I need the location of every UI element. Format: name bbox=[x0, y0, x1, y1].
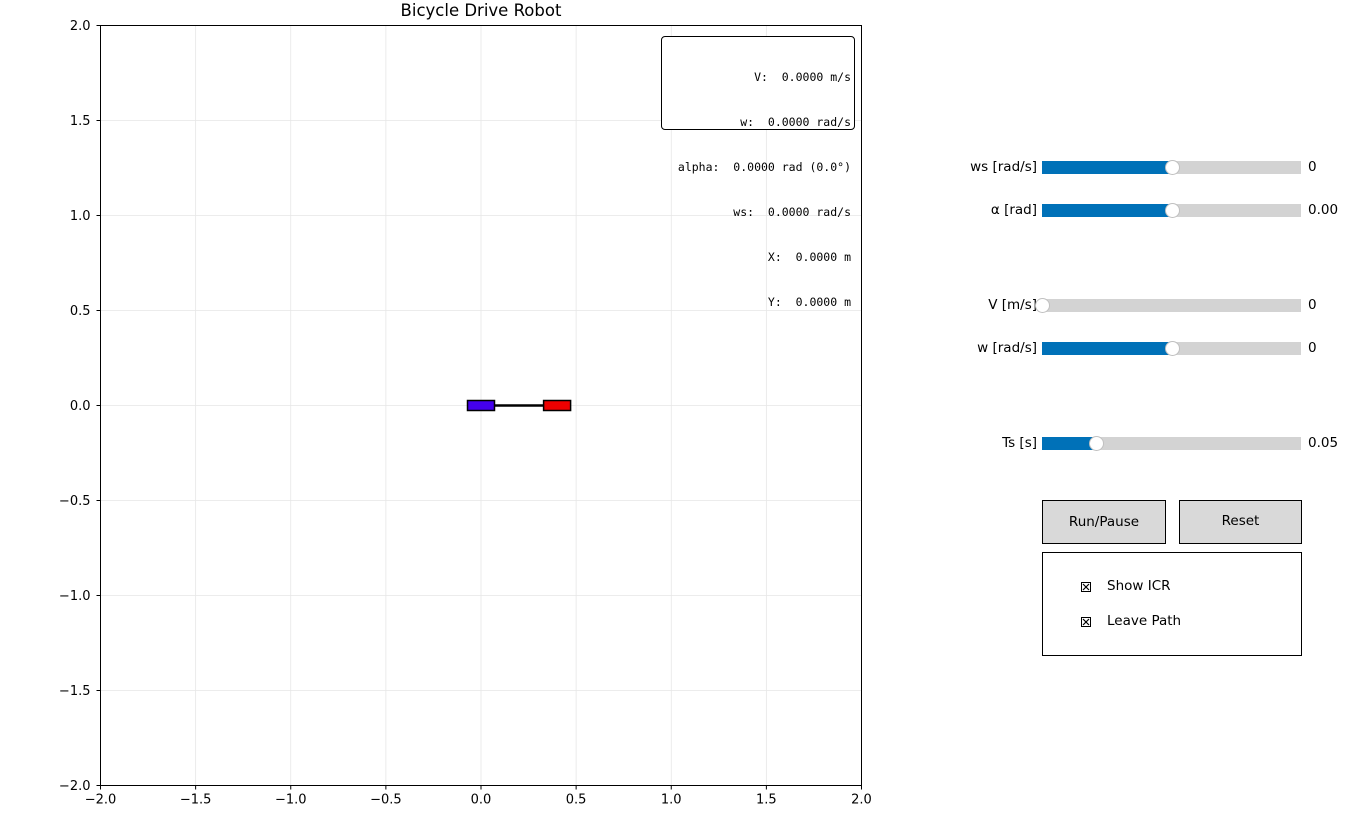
slider-v-label: V [m/s] bbox=[988, 297, 1037, 313]
slider-ws-knob[interactable] bbox=[1164, 160, 1180, 175]
info-alpha: alpha: 0.0000 rad (0.0°) bbox=[677, 160, 851, 174]
slider-ts-track[interactable] bbox=[1042, 436, 1301, 451]
slider-v[interactable]: V [m/s] 0 bbox=[900, 295, 1351, 315]
slider-ws[interactable]: ws [rad/s] 0 bbox=[900, 157, 1351, 177]
slider-ws-fill bbox=[1042, 161, 1172, 174]
info-velocity: V: 0.0000 m/s bbox=[754, 70, 851, 84]
slider-v-value: 0 bbox=[1308, 297, 1317, 313]
slider-ws-value: 0 bbox=[1308, 159, 1317, 175]
slider-w-fill bbox=[1042, 342, 1172, 355]
reset-button[interactable]: Reset bbox=[1179, 500, 1302, 544]
x-tick-label: 0.5 bbox=[566, 793, 587, 808]
slider-v-knob[interactable] bbox=[1035, 298, 1050, 313]
slider-w-value: 0 bbox=[1308, 340, 1317, 356]
run-pause-button[interactable]: Run/Pause bbox=[1042, 500, 1166, 544]
slider-alpha-label: α [rad] bbox=[990, 202, 1037, 218]
y-tick-label: −0.5 bbox=[59, 494, 91, 509]
x-tick-label: 2.0 bbox=[851, 793, 872, 808]
y-axis: 2.0 1.5 1.0 0.5 0.0 −0.5 −1.0 −1.5 −2.0 bbox=[59, 19, 101, 794]
slider-w[interactable]: w [rad/s] 0 bbox=[900, 338, 1351, 358]
robot bbox=[466, 399, 572, 412]
slider-ts-knob[interactable] bbox=[1089, 436, 1105, 451]
x-tick-label: 1.0 bbox=[661, 793, 682, 808]
slider-ts[interactable]: Ts [s] 0.05 bbox=[900, 433, 1351, 453]
slider-alpha[interactable]: α [rad] 0.00 bbox=[900, 200, 1351, 220]
y-tick-label: 2.0 bbox=[70, 19, 91, 34]
checkbox-checked-icon[interactable] bbox=[1081, 617, 1091, 627]
x-axis: −2.0 −1.5 −1.0 −0.5 0.0 0.5 1.0 1.5 2.0 bbox=[85, 785, 872, 808]
show-icr-label: Show ICR bbox=[1107, 578, 1171, 594]
y-tick-label: 0.5 bbox=[70, 304, 91, 319]
slider-alpha-knob[interactable] bbox=[1164, 203, 1180, 218]
slider-w-label: w [rad/s] bbox=[977, 340, 1037, 356]
x-tick-label: −2.0 bbox=[85, 793, 117, 808]
x-tick-label: 0.0 bbox=[471, 793, 492, 808]
y-tick-label: 0.0 bbox=[70, 399, 91, 414]
checkbox-checked-icon[interactable] bbox=[1081, 582, 1091, 592]
slider-alpha-value: 0.00 bbox=[1308, 202, 1339, 218]
front-wheel bbox=[542, 399, 572, 412]
rear-wheel bbox=[466, 399, 496, 412]
slider-ws-label: ws [rad/s] bbox=[970, 159, 1037, 175]
slider-ts-value: 0.05 bbox=[1308, 435, 1339, 451]
x-tick-label: 1.5 bbox=[756, 793, 777, 808]
info-y: Y: 0.0000 m bbox=[767, 295, 851, 309]
x-tick-label: −1.0 bbox=[275, 793, 307, 808]
y-tick-label: 1.0 bbox=[70, 209, 91, 224]
y-tick-label: −1.5 bbox=[59, 684, 91, 699]
slider-w-knob[interactable] bbox=[1164, 341, 1180, 356]
y-tick-label: −1.0 bbox=[59, 589, 91, 604]
plot-title: Bicycle Drive Robot bbox=[401, 1, 562, 20]
slider-alpha-track[interactable] bbox=[1042, 203, 1301, 218]
slider-w-track[interactable] bbox=[1042, 341, 1301, 356]
info-x: X: 0.0000 m bbox=[767, 250, 851, 264]
y-tick-label: −2.0 bbox=[59, 779, 91, 794]
state-info-box: V: 0.0000 m/s w: 0.0000 rad/s alpha: 0.0… bbox=[661, 36, 855, 309]
x-tick-label: −0.5 bbox=[370, 793, 402, 808]
options-checkboxes: Show ICR Leave Path bbox=[1042, 552, 1302, 656]
slider-alpha-fill bbox=[1042, 204, 1172, 217]
slider-v-track[interactable] bbox=[1035, 298, 1301, 313]
slider-ts-label: Ts [s] bbox=[1002, 435, 1037, 451]
slider-ws-track[interactable] bbox=[1042, 160, 1301, 175]
y-tick-label: 1.5 bbox=[70, 114, 91, 129]
info-angular-velocity: w: 0.0000 rad/s bbox=[740, 115, 851, 129]
x-tick-label: −1.5 bbox=[180, 793, 212, 808]
plot-frame bbox=[100, 25, 862, 786]
slider-ts-fill bbox=[1042, 437, 1097, 450]
info-steer-rate: ws: 0.0000 rad/s bbox=[733, 205, 851, 219]
leave-path-label: Leave Path bbox=[1107, 613, 1182, 629]
